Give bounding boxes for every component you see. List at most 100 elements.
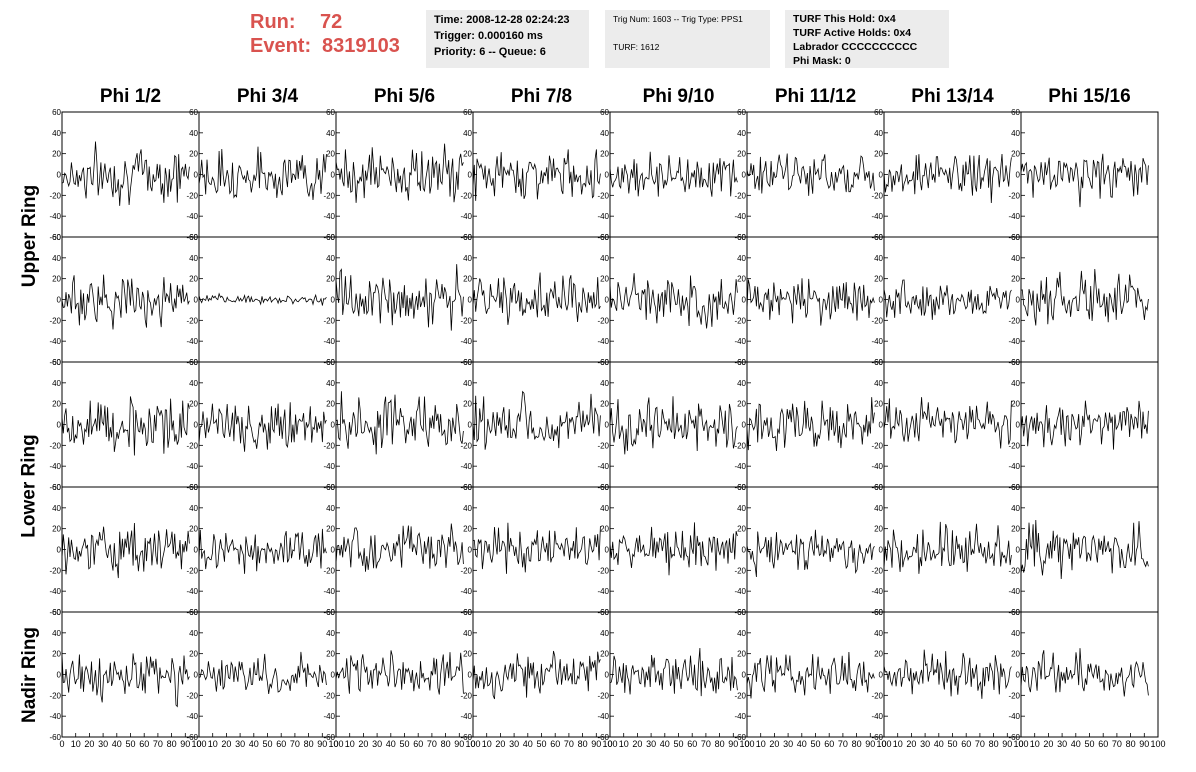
y-tick-label: 60 <box>189 108 198 117</box>
y-tick-label: 20 <box>463 525 472 534</box>
y-tick-label: 60 <box>600 483 609 492</box>
column-header-phi-5-6: Phi 5/6 <box>373 86 436 107</box>
y-tick-label: 40 <box>1011 629 1020 638</box>
panel-frame <box>198 236 337 363</box>
y-tick-label: -20 <box>1008 691 1020 700</box>
x-tick-label: 20 <box>358 739 368 749</box>
y-tick-label: 0 <box>605 296 610 305</box>
y-tick-label: 40 <box>326 504 335 513</box>
y-tick-label: 0 <box>468 671 473 680</box>
y-tick-label: -40 <box>186 212 198 221</box>
y-tick-label: 40 <box>52 254 61 263</box>
waveform-trace <box>61 522 190 579</box>
y-tick-label: -40 <box>734 587 746 596</box>
y-tick-label: 0 <box>879 671 884 680</box>
y-tick-label: -40 <box>323 587 335 596</box>
y-tick-label: -40 <box>597 337 609 346</box>
panel-frame <box>746 611 885 738</box>
y-tick-label: 20 <box>52 525 61 534</box>
waveform-trace <box>883 649 1012 699</box>
waveform-trace <box>609 647 738 697</box>
y-tick-label: -40 <box>323 712 335 721</box>
y-tick-label: 20 <box>874 275 883 284</box>
y-tick-label: 0 <box>194 546 199 555</box>
x-tick-label: 70 <box>975 739 985 749</box>
x-tick-label: 100 <box>191 739 206 749</box>
y-tick-label: -20 <box>49 441 61 450</box>
trigger-info-box: Trig Num: 1603 -- Trig Type: PPS1 TURF: … <box>605 10 770 68</box>
y-tick-label: 60 <box>463 233 472 242</box>
y-tick-label: -40 <box>597 587 609 596</box>
y-tick-label: 20 <box>463 150 472 159</box>
x-tick-label: 10 <box>345 739 355 749</box>
y-tick-label: 40 <box>463 379 472 388</box>
y-tick-label: 60 <box>52 108 61 117</box>
y-tick-label: 20 <box>52 275 61 284</box>
waveform-trace <box>883 397 1012 449</box>
x-tick-label: 100 <box>876 739 891 749</box>
x-tick-label: 0 <box>333 739 338 749</box>
y-tick-label: 20 <box>737 650 746 659</box>
x-tick-label: 20 <box>906 739 916 749</box>
y-tick-label: 40 <box>189 504 198 513</box>
y-tick-label: 40 <box>189 254 198 263</box>
x-tick-label: 70 <box>153 739 163 749</box>
time-info-box: Time: 2008-12-28 02:24:23 Trigger: 0.000… <box>426 10 589 68</box>
y-tick-label: 0 <box>57 671 62 680</box>
waveform-trace <box>883 279 1012 320</box>
y-tick-label: 40 <box>600 504 609 513</box>
x-tick-label: 80 <box>578 739 588 749</box>
x-tick-label: 90 <box>317 739 327 749</box>
y-tick-label: -40 <box>597 212 609 221</box>
column-header-phi-15-16: Phi 15/16 <box>1048 86 1131 107</box>
y-tick-label: -20 <box>323 316 335 325</box>
y-tick-label: -20 <box>186 691 198 700</box>
y-tick-label: -40 <box>1008 462 1020 471</box>
y-tick-label: 60 <box>463 483 472 492</box>
y-tick-label: 60 <box>189 608 198 617</box>
event-value: 8319103 <box>322 35 400 57</box>
column-header-phi-9-10: Phi 9/10 <box>642 86 715 107</box>
waveform-trace <box>472 390 601 450</box>
x-tick-label: 20 <box>84 739 94 749</box>
y-tick-label: 60 <box>326 608 335 617</box>
panel-frame <box>883 361 1022 488</box>
y-tick-label: -20 <box>460 566 472 575</box>
waveform-trace <box>61 141 190 206</box>
y-tick-label: -40 <box>186 587 198 596</box>
y-tick-label: -20 <box>460 191 472 200</box>
x-tick-label: 40 <box>523 739 533 749</box>
y-tick-label: 20 <box>1011 150 1020 159</box>
x-tick-label: 50 <box>399 739 409 749</box>
y-tick-label: -20 <box>734 441 746 450</box>
panel-frame <box>61 486 200 613</box>
y-tick-label: 60 <box>874 608 883 617</box>
y-tick-label: 20 <box>600 275 609 284</box>
y-tick-label: -40 <box>734 712 746 721</box>
x-tick-label: 60 <box>550 739 560 749</box>
y-tick-label: -20 <box>734 691 746 700</box>
y-tick-label: 0 <box>605 671 610 680</box>
y-tick-label: 40 <box>463 629 472 638</box>
y-tick-label: 0 <box>331 546 336 555</box>
y-tick-label: 60 <box>326 483 335 492</box>
y-tick-label: -20 <box>186 441 198 450</box>
x-tick-label: 50 <box>1084 739 1094 749</box>
y-tick-label: 40 <box>1011 129 1020 138</box>
y-tick-label: 60 <box>737 608 746 617</box>
y-tick-label: 60 <box>52 483 61 492</box>
y-tick-label: -20 <box>323 441 335 450</box>
x-tick-label: 10 <box>756 739 766 749</box>
x-tick-label: 30 <box>920 739 930 749</box>
column-header-phi-7-8: Phi 7/8 <box>510 86 573 107</box>
x-tick-label: 30 <box>646 739 656 749</box>
x-tick-label: 80 <box>441 739 451 749</box>
column-header-phi-3-4: Phi 3/4 <box>236 86 299 107</box>
y-tick-label: -60 <box>49 233 61 242</box>
y-tick-label: 20 <box>1011 525 1020 534</box>
y-tick-label: 60 <box>1011 608 1020 617</box>
x-tick-label: 80 <box>304 739 314 749</box>
y-tick-label: 0 <box>57 296 62 305</box>
y-tick-label: 40 <box>600 129 609 138</box>
